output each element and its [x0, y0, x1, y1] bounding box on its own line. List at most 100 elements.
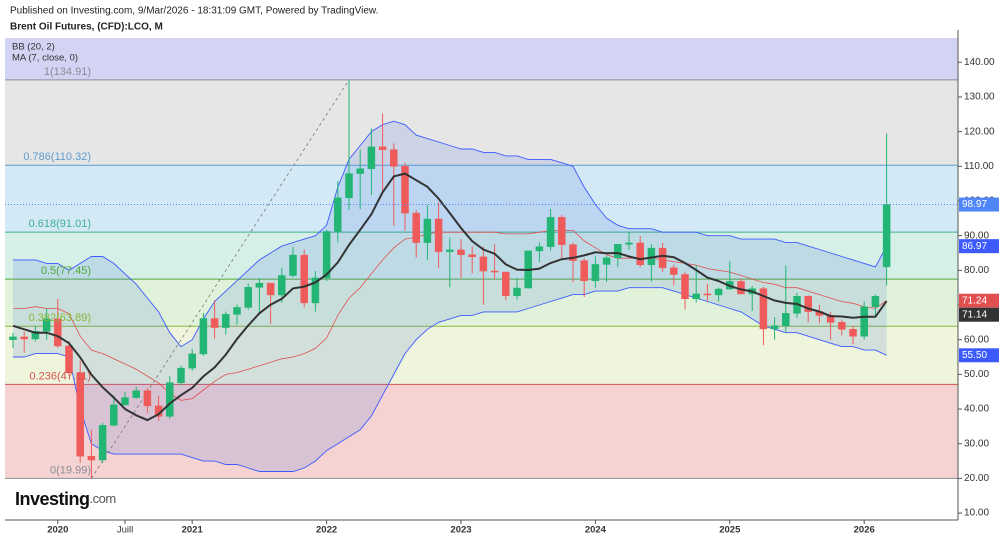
x-tick-label: 2024: [585, 525, 607, 536]
candle-body: [54, 318, 62, 347]
candle-body: [636, 242, 644, 266]
y-tick-label: 140.00: [964, 57, 995, 68]
candle-body: [602, 257, 611, 265]
candle-body: [535, 246, 544, 252]
x-tick-label: 2026: [854, 525, 875, 536]
candle-body: [311, 277, 320, 304]
x-tick-label: Juill: [117, 525, 133, 536]
fib-trendline: [91, 79, 350, 479]
candle-body: [210, 318, 219, 328]
price-box: [959, 197, 999, 212]
logo: Investing.com: [15, 489, 116, 509]
candle-body: [580, 260, 588, 281]
fib-zone: [5, 38, 958, 80]
candle-body: [222, 314, 230, 328]
candle-body: [188, 353, 196, 369]
candle-body: [502, 271, 510, 296]
candle-body: [692, 293, 700, 300]
price-box-label: 98.97: [962, 199, 987, 210]
price-box-label: 55.50: [962, 350, 987, 361]
candle-body: [670, 267, 678, 275]
x-tick-label: 2020: [47, 525, 68, 536]
candle-body: [591, 264, 600, 281]
bb-middle: [13, 230, 887, 401]
y-tick-label: 10.00: [964, 508, 989, 519]
candle-body: [31, 331, 40, 340]
bb-lower: [13, 287, 887, 472]
candle-body: [849, 329, 857, 337]
candle-body: [446, 249, 454, 252]
candle-body: [233, 307, 241, 315]
fib-label: 0.382(63.89): [29, 312, 91, 324]
price-box-label: 71.14: [962, 309, 987, 320]
candle-body: [546, 217, 555, 248]
candle-body: [479, 256, 488, 272]
y-tick-label: 130.00: [964, 92, 995, 103]
x-tick-label: 2025: [719, 525, 741, 536]
candle-body: [614, 244, 622, 259]
candle-body: [401, 166, 409, 214]
candle-body: [87, 455, 96, 461]
candle-body: [378, 146, 387, 150]
candle-body: [166, 382, 174, 417]
candle-body: [434, 218, 443, 252]
fib-label: 0.236(47.11): [29, 370, 91, 382]
candle-body: [356, 168, 364, 174]
candle-body: [860, 306, 868, 337]
candle-body: [121, 397, 129, 406]
candle-body: [625, 242, 633, 245]
candle-body: [244, 287, 252, 308]
price-box: [959, 239, 999, 254]
instrument-title: Brent Oil Futures, (CFD):LCO, M: [10, 22, 163, 33]
candle-body: [278, 275, 286, 296]
candle-body: [457, 249, 465, 255]
fib-zone: [5, 232, 958, 280]
candle-body: [838, 322, 846, 330]
candle-body: [199, 318, 208, 355]
fib-label: 0.5(77.45): [41, 265, 91, 277]
x-tick-label: 2022: [316, 525, 337, 536]
x-tick-label: 2021: [182, 525, 204, 536]
price-box: [959, 307, 999, 322]
price-box-label: 86.97: [962, 241, 987, 252]
candle-body: [110, 404, 118, 426]
y-tick-label: 120.00: [964, 126, 995, 137]
y-tick-label: 20.00: [964, 473, 989, 484]
candle-body: [703, 293, 712, 296]
y-tick-label: 30.00: [964, 438, 989, 449]
candle-body: [569, 244, 577, 261]
published-note: Published on Investing.com, 9/Mar/2026 -…: [10, 6, 378, 17]
candle-body: [513, 287, 521, 296]
fib-label: 1(134.91): [44, 66, 91, 78]
indicator-legend: BB (20, 2): [12, 42, 55, 53]
candle-body: [334, 197, 342, 232]
candle-body: [412, 212, 420, 243]
candle-body: [143, 390, 152, 407]
candle-body: [266, 282, 275, 296]
bb-upper: [13, 120, 887, 348]
candle-body: [490, 270, 499, 273]
y-tick-label: 60.00: [964, 334, 989, 345]
candle-body: [367, 146, 376, 169]
price-box: [959, 348, 999, 363]
candle-body: [132, 390, 140, 398]
candle-body: [871, 296, 880, 307]
candle-body: [468, 254, 476, 258]
indicator-legend: MA (7, close, 0): [12, 53, 78, 64]
candle-body: [681, 274, 689, 300]
x-tick-label: 2023: [450, 525, 471, 536]
y-tick-label: 40.00: [964, 404, 989, 415]
price-box-label: 71.24: [962, 295, 987, 306]
candle-body: [390, 149, 398, 167]
candle-body: [558, 217, 566, 245]
candle-body: [423, 218, 432, 243]
candle-body: [42, 318, 51, 332]
candle-body: [658, 247, 667, 269]
candle-body: [20, 336, 28, 340]
y-tick-label: 50.00: [964, 369, 989, 380]
candle-body: [177, 367, 185, 383]
candle-body: [714, 288, 723, 296]
fib-zone: [5, 384, 958, 479]
